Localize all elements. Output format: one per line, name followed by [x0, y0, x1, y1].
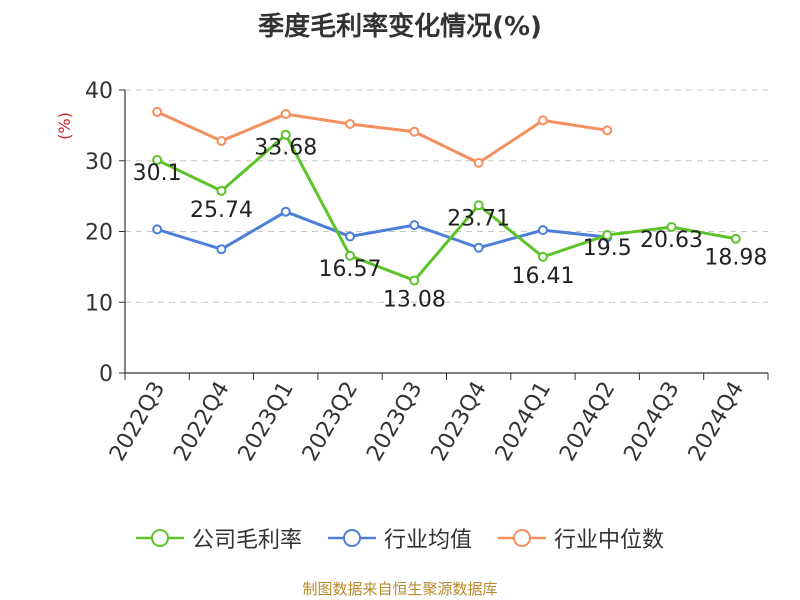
data-label-2022Q3: 30.1	[133, 161, 182, 186]
series-line-0	[156, 133, 737, 282]
y-tick-label-0: 0	[99, 362, 113, 387]
legend-swatch-0	[135, 529, 184, 547]
data-label-2024Q2: 19.5	[583, 236, 632, 261]
series-2-point-2023Q3	[409, 126, 420, 137]
x-tick-label-2024Q2: 2024Q2	[555, 378, 620, 466]
data-label-2022Q4: 25.74	[190, 198, 253, 223]
series-0-point-2024Q1	[537, 251, 548, 262]
y-tick-label-20: 20	[85, 221, 113, 246]
series-2-point-2022Q4	[216, 135, 227, 146]
series-0-point-2023Q2	[345, 250, 356, 261]
series-2-point-2023Q1	[280, 109, 291, 120]
legend-item-0[interactable]: 公司毛利率	[135, 522, 302, 554]
grid-layer	[125, 89, 768, 303]
data-label-2023Q1: 33.68	[254, 136, 317, 161]
series-1-point-2022Q4	[216, 244, 227, 255]
series-1-point-2023Q2	[345, 231, 356, 242]
source-note: 制图数据来自恒生聚源数据库	[302, 580, 498, 598]
data-label-2023Q2: 16.57	[319, 257, 382, 282]
series-0-point-2022Q3	[152, 155, 163, 166]
legend-label-2: 行业中位数	[554, 528, 665, 553]
legend-label-0: 公司毛利率	[191, 528, 302, 553]
series-layer	[152, 106, 741, 286]
series-0-point-2024Q2	[602, 230, 613, 241]
series-2-point-2022Q3	[152, 106, 163, 117]
series-line-1	[156, 210, 608, 251]
series-0-point-2023Q3	[409, 275, 420, 286]
series-2-point-2024Q2	[602, 125, 613, 136]
legend-item-1[interactable]: 行业均值	[327, 522, 472, 554]
series-0-point-2023Q1	[280, 129, 291, 140]
data-label-2024Q3: 20.63	[640, 228, 703, 253]
series-1-point-2022Q3	[152, 224, 163, 235]
series-0-point-2023Q4	[473, 200, 484, 211]
legend-label-1: 行业均值	[383, 528, 472, 553]
x-tick-label-2024Q3: 2024Q3	[619, 378, 684, 466]
x-tick-label-2023Q1: 2023Q1	[234, 378, 299, 466]
data-label-2024Q1: 16.41	[511, 264, 574, 289]
x-tick-label-2023Q2: 2023Q2	[298, 378, 363, 466]
axis-layer: 010203040(%)2022Q32022Q42023Q12023Q22023…	[55, 79, 769, 466]
x-tick-label-2022Q3: 2022Q3	[105, 378, 170, 466]
y-tick-label-40: 40	[85, 79, 113, 104]
series-0-point-2024Q4	[730, 233, 741, 244]
series-2-point-2023Q2	[345, 118, 356, 129]
y-tick-label-30: 30	[85, 150, 113, 175]
y-axis-label: (%)	[55, 112, 74, 140]
y-tick-label-10: 10	[85, 291, 113, 316]
x-tick-label-2024Q4: 2024Q4	[684, 378, 749, 466]
series-2-point-2023Q4	[473, 157, 484, 168]
legend-swatch-2	[498, 529, 546, 547]
series-1-point-2024Q1	[537, 225, 548, 236]
series-1-point-2023Q4	[473, 242, 484, 253]
x-tick-label-2023Q4: 2023Q4	[427, 378, 492, 466]
series-0-point-2024Q3	[666, 222, 677, 233]
x-tick-label-2023Q3: 2023Q3	[362, 378, 427, 466]
chart-title: 季度毛利率变化情况(%)	[258, 12, 542, 42]
data-label-2024Q4: 18.98	[704, 246, 767, 271]
series-1-point-2023Q1	[280, 206, 291, 217]
data-label-2023Q4: 23.71	[447, 206, 510, 231]
legend-swatch-1	[327, 529, 376, 547]
series-1-point-2023Q3	[409, 220, 420, 231]
legend: 公司毛利率 行业均值 行业中位数	[0, 522, 800, 554]
series-line-2	[156, 110, 608, 165]
x-tick-label-2024Q1: 2024Q1	[491, 378, 556, 466]
series-2-point-2024Q1	[537, 115, 548, 126]
x-tick-label-2022Q4: 2022Q4	[169, 378, 234, 466]
data-label-2023Q3: 13.08	[383, 287, 446, 312]
legend-item-2[interactable]: 行业中位数	[498, 522, 664, 554]
series-0-point-2022Q4	[216, 185, 227, 196]
